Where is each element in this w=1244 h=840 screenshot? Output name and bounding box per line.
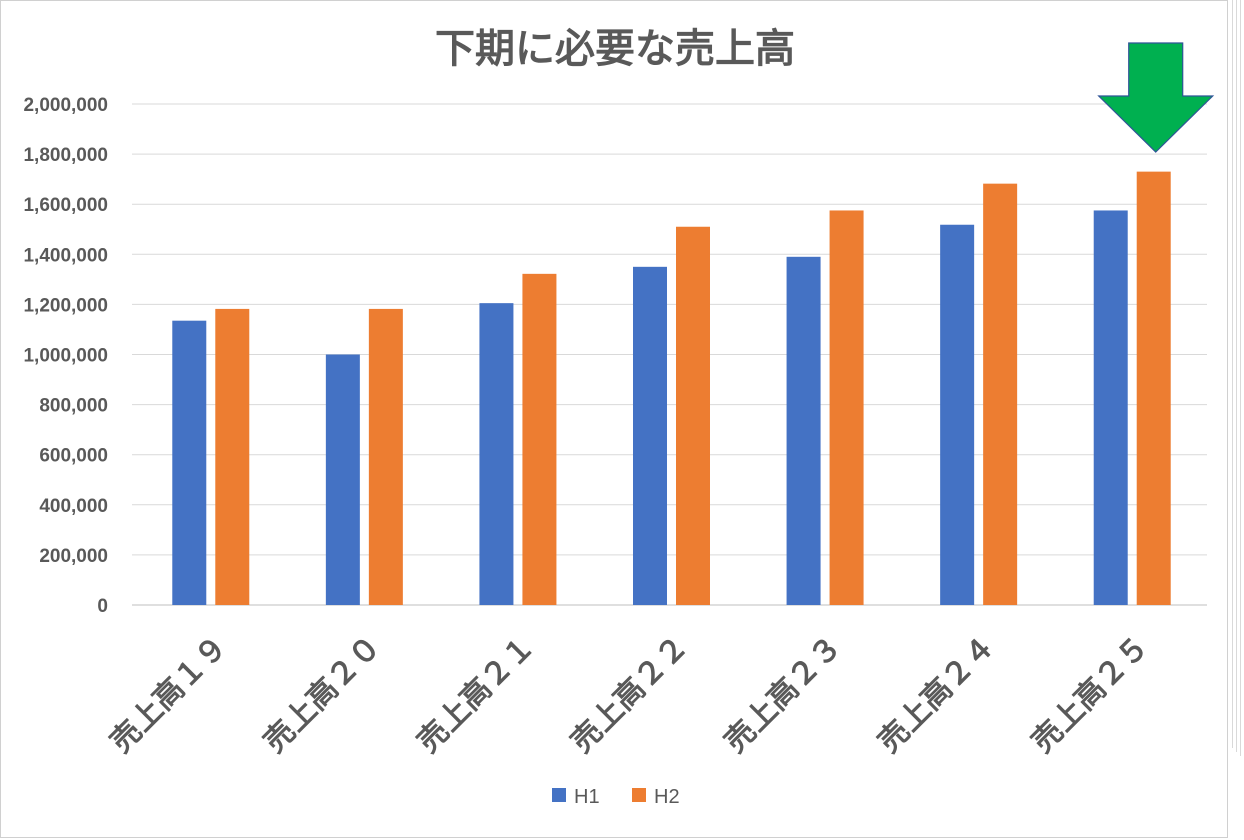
sheet-edge-line: [1232, 0, 1233, 748]
y-tick-label: 600,000: [39, 446, 108, 467]
x-tick-label: 売上高２４: [871, 629, 1002, 760]
bar-h2: [676, 226, 710, 605]
y-tick-label: 400,000: [39, 496, 108, 517]
bar-h2: [368, 308, 403, 605]
bars: [172, 171, 1171, 605]
down-arrow-icon: [1097, 42, 1215, 153]
x-tick-label: 売上高２５: [1025, 629, 1156, 760]
bar-h2: [522, 273, 557, 605]
y-tick-label: 1,200,000: [23, 295, 108, 316]
annotation: [1097, 42, 1215, 153]
legend-label: H2: [654, 786, 680, 808]
bar-h1: [633, 266, 667, 605]
y-tick-label: 1,400,000: [23, 245, 108, 266]
bar-h2: [983, 183, 1018, 605]
bar-h1: [786, 256, 821, 605]
sheet-edge-line: [1236, 0, 1237, 752]
x-tick-label: 売上高２０: [257, 629, 388, 760]
x-tick-label: 売上高２２: [564, 629, 695, 760]
y-tick-label: 800,000: [39, 396, 108, 417]
legend: H1 H2: [552, 786, 680, 808]
y-tick-label: 0: [97, 596, 108, 617]
y-tick-label: 2,000,000: [23, 95, 108, 116]
y-tick-label: 1,800,000: [23, 145, 108, 166]
chart-title: 下期に必要な売上高: [435, 26, 795, 72]
y-tick-label: 200,000: [39, 546, 108, 567]
bar-h1: [479, 303, 514, 605]
bar-h1: [172, 320, 207, 605]
x-axis: 売上高１９ 売上高２０ 売上高２１ 売上高２２ 売上高２３ 売上高２４ 売上高２５: [104, 629, 1156, 760]
bar-h2: [1136, 171, 1171, 605]
x-tick-label: 売上高１９: [104, 629, 235, 760]
legend-swatch: [632, 788, 646, 802]
x-tick-label: 売上高２３: [718, 629, 849, 760]
bar-h1: [1093, 210, 1128, 605]
y-tick-label: 1,600,000: [23, 195, 108, 216]
gridlines: [132, 103, 1207, 606]
sheet-edge-line: [1240, 0, 1241, 756]
legend-label: H1: [574, 786, 600, 808]
bar-h1: [940, 224, 975, 605]
x-tick-label: 売上高２１: [411, 629, 542, 760]
bar-h2: [215, 308, 250, 605]
bar-h2: [829, 210, 864, 605]
y-tick-label: 1,000,000: [23, 346, 108, 367]
bar-h1: [325, 354, 360, 605]
legend-swatch: [552, 788, 566, 802]
y-axis: 0 200,000 400,000 600,000 800,000 1,000,000 1,…: [23, 95, 108, 617]
